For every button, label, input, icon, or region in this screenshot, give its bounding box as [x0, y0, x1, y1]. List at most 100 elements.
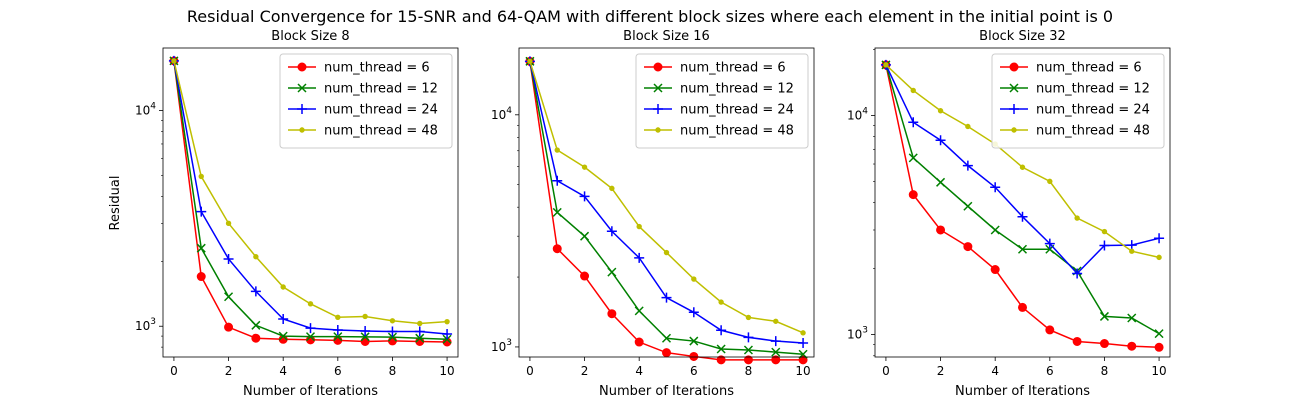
legend-marker [653, 62, 663, 72]
x-tick-label: 0 [526, 364, 534, 378]
subplot-title: Block Size 32 [979, 29, 1066, 44]
subplot-1: Block Size 8 0 2 4 6 8 10 103 104 Number of Itera… [135, 29, 459, 399]
data-point [883, 62, 889, 68]
data-point [1018, 302, 1027, 312]
data-point [1154, 233, 1165, 244]
series-num-thread-48 [171, 58, 450, 327]
data-point [743, 345, 753, 355]
data-point [663, 249, 670, 256]
y-tick-label: 104 [135, 102, 156, 118]
data-point [360, 326, 371, 337]
legend-label: num_thread = 24 [324, 103, 438, 118]
data-point [908, 190, 918, 200]
data-point [1017, 244, 1028, 254]
x-tick-label: 2 [581, 364, 589, 378]
x-tick-label: 0 [882, 364, 890, 378]
x-tick-label: 4 [635, 364, 643, 378]
data-point [581, 164, 588, 170]
data-point [417, 320, 423, 327]
data-point [936, 225, 946, 235]
y-tick-label: 104 [847, 106, 868, 122]
data-point [798, 355, 808, 365]
data-point [1154, 342, 1164, 352]
data-point [661, 292, 672, 303]
data-point [990, 225, 1000, 235]
data-point [280, 284, 286, 290]
data-point [770, 336, 781, 347]
data-point [1072, 268, 1083, 279]
subplot-3: Block Size 32 0 2 4 6 8 10 103 104 Number of Iter… [847, 29, 1171, 399]
subplot-2: Block Size 16 0 2 4 6 8 10 103 104 Number of Iter… [491, 29, 815, 399]
data-point [1127, 341, 1137, 351]
data-point [990, 265, 1000, 275]
series-num-thread-6 [881, 60, 1164, 352]
data-point [387, 332, 397, 342]
data-point [718, 299, 724, 305]
data-point [253, 254, 259, 260]
series-num-thread-24 [524, 56, 809, 348]
data-point [1099, 311, 1109, 321]
data-point [415, 333, 425, 343]
legend-marker [1011, 127, 1017, 133]
data-point [278, 314, 289, 325]
legend: num_thread = 6 num_thread = 12 num_thread … [991, 53, 1165, 149]
legend-marker [1009, 62, 1019, 72]
data-point [634, 337, 644, 347]
data-point [935, 135, 946, 146]
legend-label: num_thread = 12 [1036, 82, 1150, 97]
data-point [1074, 215, 1080, 221]
data-point [527, 58, 533, 65]
data-point [636, 223, 642, 230]
data-point [1129, 248, 1135, 254]
x-tick-label: 2 [937, 364, 945, 378]
legend-box [635, 53, 809, 149]
data-point [1045, 325, 1055, 335]
data-point [389, 318, 396, 324]
data-point [691, 276, 697, 282]
data-point [224, 292, 234, 302]
data-point [580, 271, 590, 281]
data-point [251, 333, 261, 343]
legend-label: num_thread = 6 [324, 61, 430, 76]
axes-frame [518, 47, 815, 358]
legend: num_thread = 6 num_thread = 12 num_thread … [279, 53, 453, 149]
x-tick-label: 10 [795, 364, 810, 378]
series-num-thread-24 [168, 55, 453, 340]
x-tick-label: 8 [1101, 364, 1109, 378]
data-point [414, 326, 425, 337]
legend-label: num_thread = 12 [680, 82, 794, 97]
data-point [251, 320, 261, 330]
data-point [1099, 240, 1110, 251]
axes-frame [874, 47, 1171, 358]
x-tick-label: 4 [279, 364, 287, 378]
data-point [1126, 240, 1137, 251]
series-num-thread-24 [880, 59, 1165, 279]
data-point [963, 242, 973, 252]
x-tick-label: 2 [225, 364, 233, 378]
y-tick-label: 103 [135, 317, 156, 333]
data-point [1101, 228, 1108, 235]
data-point [360, 332, 370, 342]
data-point [333, 332, 343, 342]
data-point [607, 267, 617, 277]
figure-title: Residual Convergence for 15-SNR and 64-Q… [187, 7, 1113, 26]
data-point [634, 252, 645, 263]
data-point [688, 307, 699, 318]
data-point [937, 108, 944, 114]
data-point [662, 348, 671, 358]
data-point [332, 325, 343, 336]
legend-label: num_thread = 24 [680, 103, 794, 118]
data-point [661, 333, 672, 343]
legend-marker [653, 83, 663, 93]
data-point [936, 177, 946, 187]
data-point [223, 253, 234, 264]
data-point [1127, 313, 1137, 323]
legend-marker [655, 127, 661, 133]
data-point [908, 117, 919, 128]
legend-box [991, 53, 1165, 149]
data-point [963, 201, 973, 211]
x-tick-label: 10 [439, 364, 454, 378]
data-point [307, 301, 314, 307]
x-tick-label: 6 [690, 364, 698, 378]
y-tick-label: 103 [847, 326, 868, 342]
